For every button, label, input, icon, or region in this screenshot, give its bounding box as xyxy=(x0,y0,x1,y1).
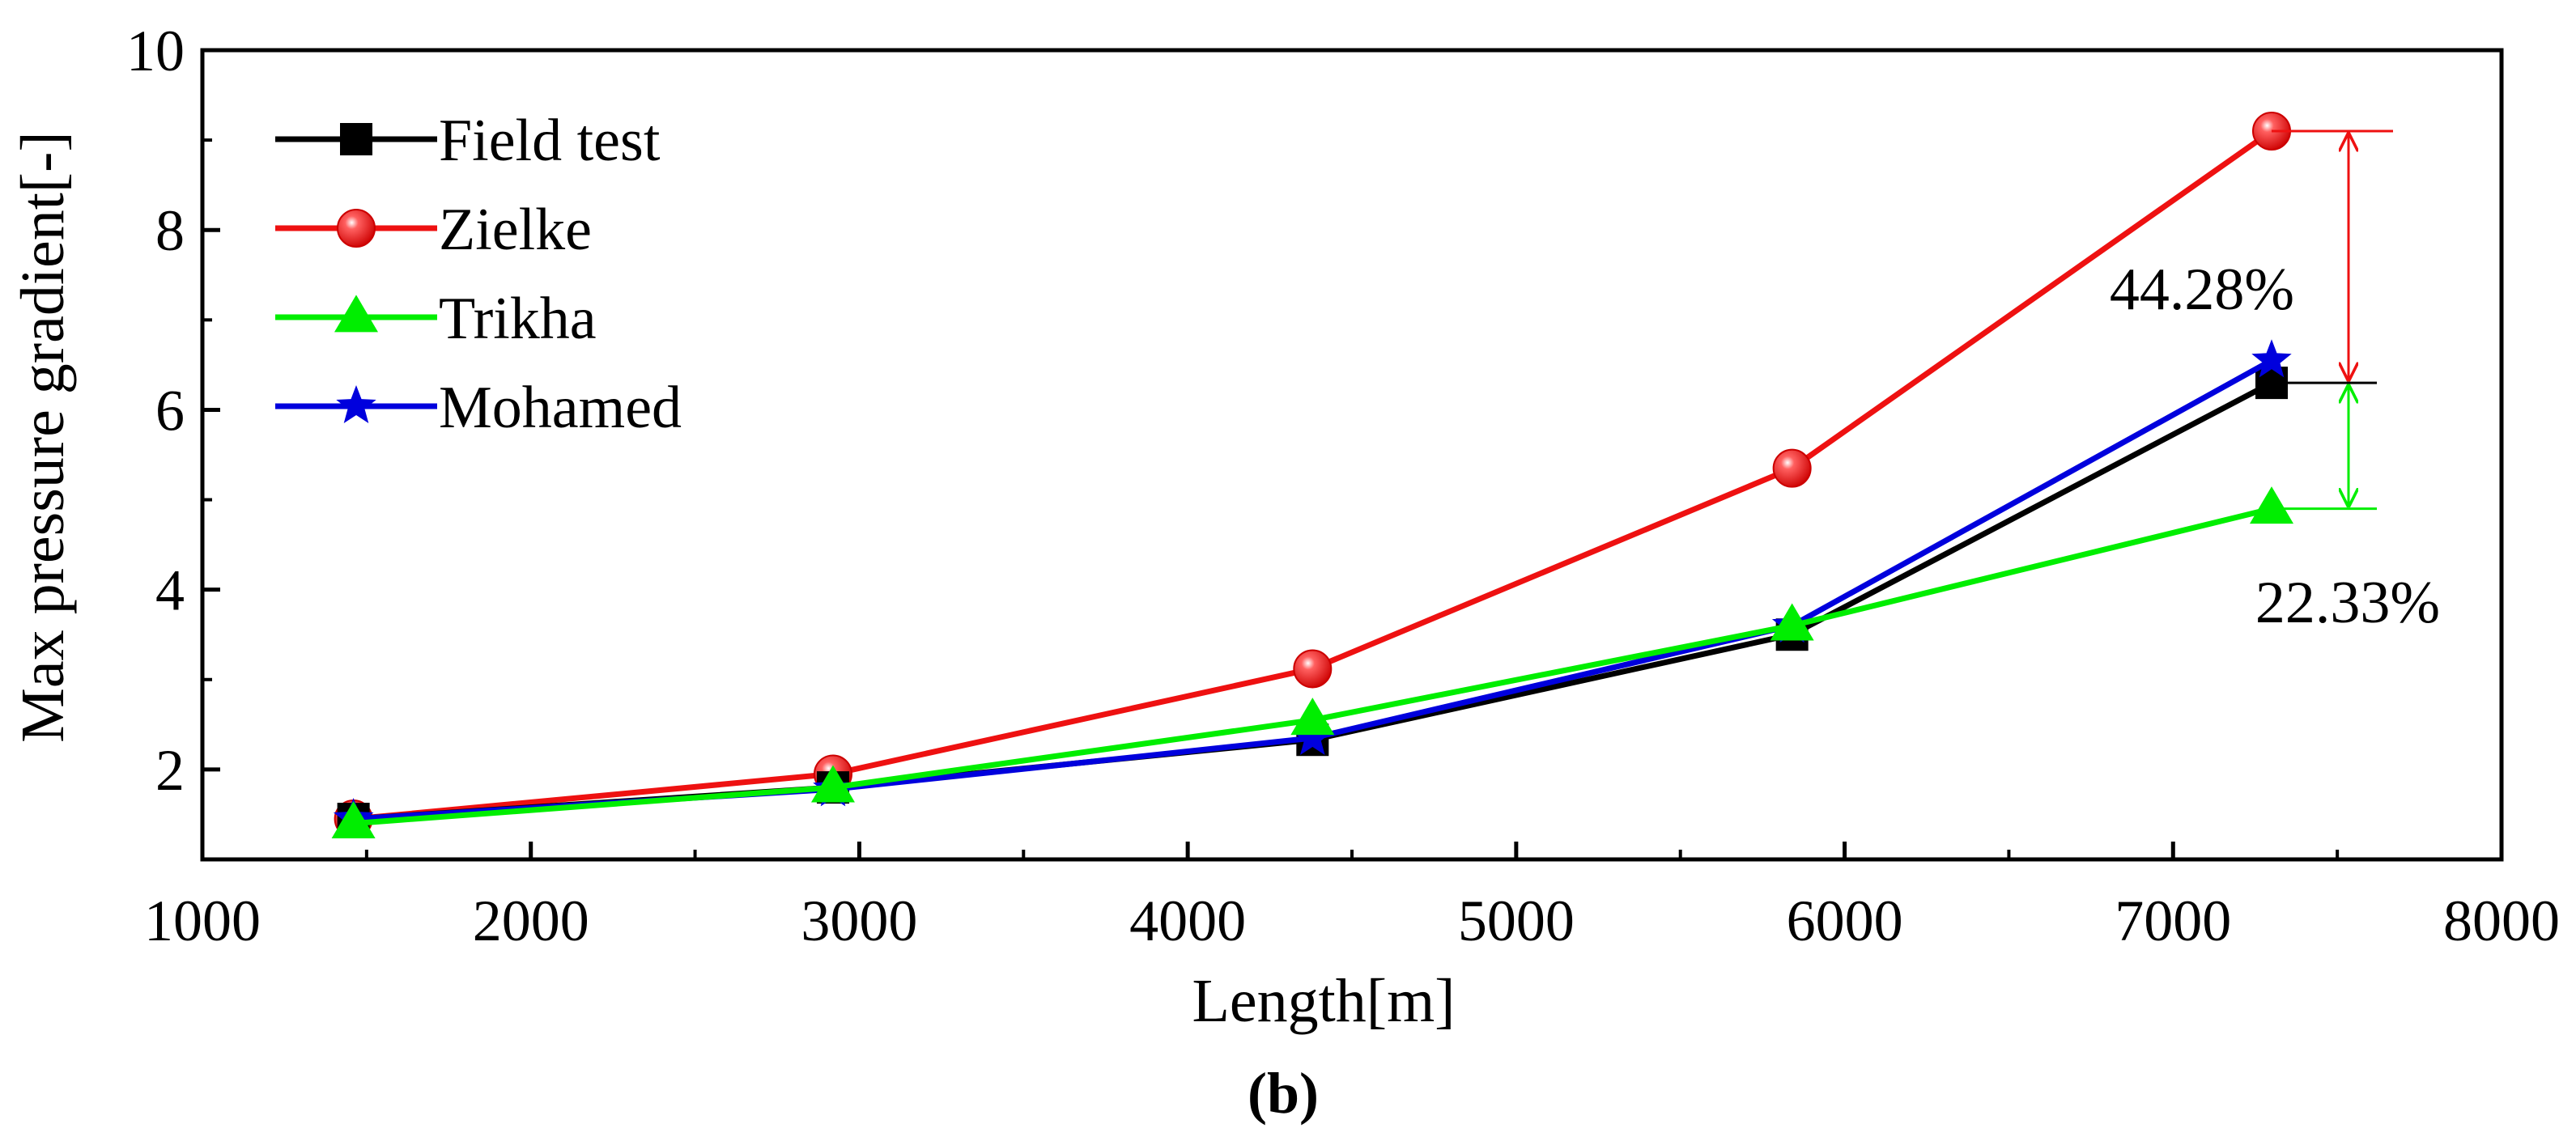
x-tick-label: 3000 xyxy=(801,889,917,953)
data-point-mohamed xyxy=(2251,339,2292,378)
x-axis-title: Length[m] xyxy=(1192,967,1455,1035)
legend-item-field-test: Field test xyxy=(275,108,661,174)
legend-item-trikha: Trikha xyxy=(275,286,597,352)
y-tick-label: 2 xyxy=(155,738,185,803)
data-point-zielke xyxy=(1772,448,1812,488)
data-point-mohamed xyxy=(1292,717,1333,755)
x-tick-label: 8000 xyxy=(2443,889,2560,953)
figure-caption: (b) xyxy=(1248,1061,1319,1126)
x-tick-label: 4000 xyxy=(1129,889,1246,953)
y-tick-label: 10 xyxy=(126,19,185,83)
data-point-trikha xyxy=(1290,698,1335,736)
data-point-trikha xyxy=(810,765,855,803)
annotation-label-zielke: 44.28% xyxy=(2110,257,2294,323)
x-tick-label: 6000 xyxy=(1787,889,1903,953)
y-tick-label: 8 xyxy=(155,198,185,263)
x-axis: 1000 2000 3000 4000 5000 6000 7000 8000 xyxy=(144,842,2560,953)
x-tick-label: 7000 xyxy=(2115,889,2231,953)
legend-label-zielke: Zielke xyxy=(439,197,592,263)
y-tick-label: 6 xyxy=(155,378,185,443)
legend-marker-zielke xyxy=(337,209,376,248)
legend-label-field-test: Field test xyxy=(439,108,661,174)
legend-marker-mohamed xyxy=(336,385,376,423)
annotation-label-trikha: 22.33% xyxy=(2255,570,2440,636)
legend-marker-field-test xyxy=(340,123,372,155)
x-tick-label: 5000 xyxy=(1458,889,1575,953)
legend-item-zielke: Zielke xyxy=(275,197,592,263)
data-point-trikha xyxy=(2250,486,2293,524)
data-point-trikha xyxy=(1770,603,1814,641)
x-tick-label: 1000 xyxy=(144,889,261,953)
data-point-trikha xyxy=(331,800,376,838)
legend-label-mohamed: Mohamed xyxy=(439,375,682,441)
legend-label-trikha: Trikha xyxy=(439,286,597,352)
y-tick-label: 4 xyxy=(155,558,185,623)
y-axis: 2 4 6 8 10 xyxy=(126,19,220,803)
series-trikha xyxy=(331,486,2293,838)
x-tick-label: 2000 xyxy=(473,889,589,953)
legend-item-mohamed: Mohamed xyxy=(275,375,682,441)
data-series xyxy=(331,112,2293,838)
legend: Field test Zielke Trikha Mohamed xyxy=(275,108,682,441)
legend-marker-trikha xyxy=(334,295,378,333)
annotations: 44.28% 22.33% xyxy=(2110,129,2440,636)
data-point-zielke xyxy=(1293,649,1333,689)
y-axis-title: Max pressure gradient[-] xyxy=(9,131,77,742)
